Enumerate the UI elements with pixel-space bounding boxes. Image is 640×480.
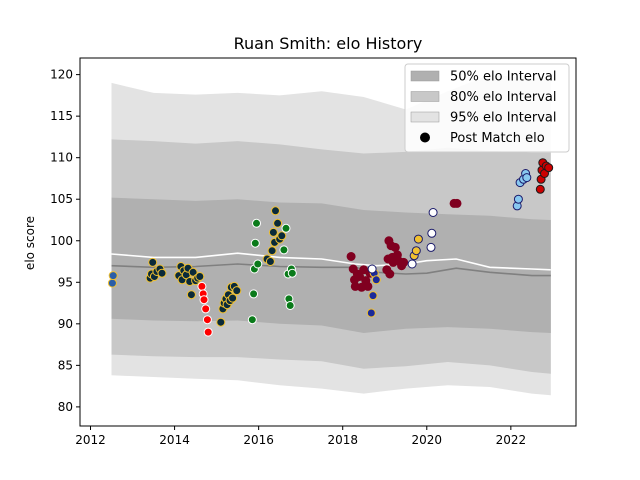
data-point (232, 286, 242, 296)
data-point (253, 259, 263, 269)
y-axis-label: elo score (23, 216, 37, 270)
data-point (271, 206, 280, 216)
y-tick-label: 115 (50, 109, 73, 123)
data-point (157, 268, 167, 278)
legend: 50% elo Interval 80% elo Interval 95% elo … (404, 63, 570, 153)
band-50 (111, 197, 551, 333)
legend-swatch (410, 111, 440, 123)
y-axis-ticks: 80 85 90 95 100 105 110 115 120 (50, 68, 80, 414)
legend-box (404, 63, 570, 153)
data-point (273, 218, 283, 228)
data-point (265, 257, 275, 266)
data-point (452, 198, 462, 208)
data-point (281, 223, 291, 233)
legend-swatch (410, 70, 440, 82)
legend-label: Post Match elo (450, 131, 545, 146)
data-point (108, 271, 118, 281)
data-point (247, 315, 257, 325)
data-point (355, 272, 364, 281)
data-point (228, 293, 238, 303)
data-point (368, 291, 378, 301)
data-point (535, 184, 545, 194)
data-point (287, 268, 297, 278)
post-match-points (107, 158, 554, 337)
x-tick-label: 2020 (412, 433, 443, 447)
data-point (399, 257, 409, 267)
y-tick-label: 120 (50, 68, 73, 82)
data-point (407, 259, 417, 269)
y-tick-label: 110 (50, 151, 73, 165)
data-point (268, 227, 278, 237)
data-point (202, 315, 212, 325)
data-point (285, 301, 295, 310)
legend-label: 95% elo Interval (450, 111, 557, 126)
data-point (197, 281, 207, 291)
data-point (346, 252, 356, 261)
legend-marker (420, 132, 430, 143)
data-point (426, 242, 436, 252)
data-point (363, 281, 373, 291)
data-point (201, 304, 211, 314)
y-tick-label: 100 (50, 234, 73, 248)
y-tick-label: 105 (50, 192, 73, 206)
data-point (216, 317, 226, 327)
data-point (390, 242, 400, 252)
data-point (107, 278, 117, 288)
data-point (522, 173, 532, 183)
data-point (188, 267, 198, 277)
data-point (427, 228, 437, 238)
legend-label: 80% elo Interval (450, 90, 557, 105)
chart-title: Ruan Smith: elo History (234, 34, 423, 53)
interval-bands (111, 74, 551, 396)
plot-frame (79, 57, 577, 427)
legend-label: 50% elo Interval (450, 70, 557, 85)
data-point (186, 290, 196, 300)
y-tick-label: 80 (58, 400, 73, 414)
data-point (195, 272, 205, 281)
x-tick-label: 2022 (496, 433, 527, 447)
x-axis-ticks: 2012 2014 2016 2018 2020 2022 (75, 426, 526, 447)
data-point (366, 308, 376, 318)
mean-line (111, 252, 551, 271)
data-point (199, 295, 209, 305)
data-point (385, 269, 395, 279)
y-tick-label: 90 (58, 317, 73, 331)
data-point (249, 289, 259, 299)
data-point (250, 238, 260, 248)
data-point (267, 246, 277, 256)
data-point (148, 257, 158, 267)
data-point (367, 264, 377, 274)
x-tick-label: 2016 (243, 433, 274, 447)
data-point (252, 218, 261, 228)
data-point (277, 231, 287, 241)
data-point (279, 245, 289, 255)
data-point (203, 327, 213, 337)
legend-swatch (410, 91, 440, 102)
data-point (411, 246, 421, 256)
data-point (371, 275, 381, 285)
data-point (413, 234, 423, 244)
x-tick-label: 2018 (327, 433, 358, 447)
x-tick-label: 2014 (159, 433, 190, 447)
data-point (428, 208, 438, 217)
data-point (544, 163, 554, 173)
y-tick-label: 95 (58, 275, 73, 289)
y-tick-label: 85 (58, 358, 73, 372)
data-point (513, 194, 523, 204)
x-tick-label: 2012 (75, 433, 106, 447)
